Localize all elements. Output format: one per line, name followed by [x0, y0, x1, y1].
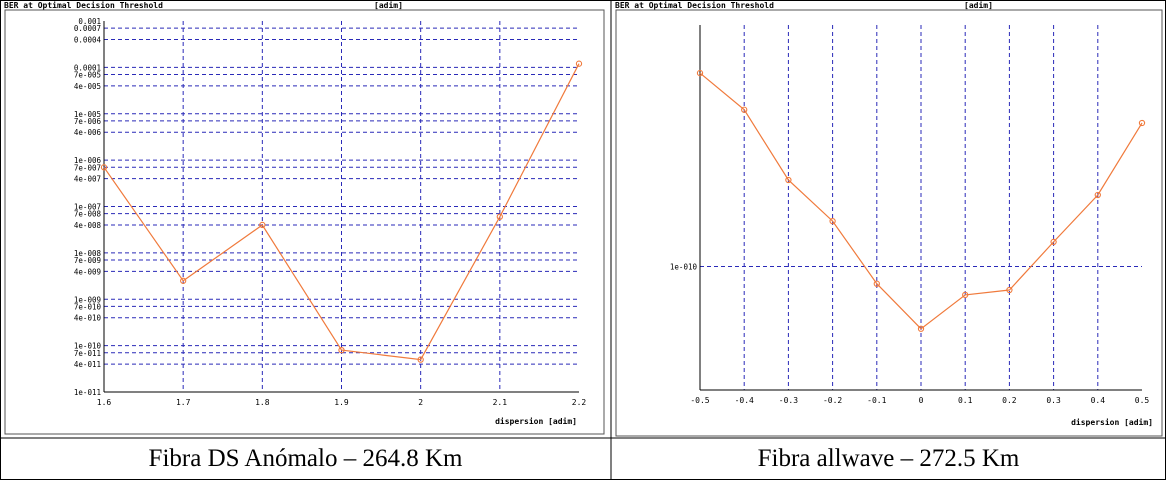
x-tick-label: 0.2	[1002, 396, 1017, 405]
series-line	[103, 63, 580, 361]
y-unit-label: [adim]	[374, 0, 403, 10]
x-tick-label: -0.3	[779, 396, 798, 405]
y-tick-label: 0.0004	[74, 35, 102, 44]
data-point	[1138, 119, 1146, 127]
y-tick-label: 1e-010	[74, 342, 102, 351]
x-axis-label: dispersion [adim]	[1071, 417, 1153, 427]
series-line	[699, 72, 1143, 330]
y-tick-label: 1e-009	[74, 295, 101, 304]
x-tick-label: 1.9	[334, 398, 349, 407]
y-tick-label: 1e-005	[74, 110, 101, 119]
plot-border	[4, 9, 605, 435]
data-point	[962, 291, 969, 299]
y-tick-label: 0.0007	[74, 24, 101, 33]
caption-allwave: Fibra allwave – 272.5 Km	[757, 445, 1020, 472]
y-tick-label: 4e-007	[74, 175, 101, 184]
y-tick-label: 7e-007	[74, 163, 101, 172]
data-point	[917, 325, 925, 332]
data-point	[696, 69, 704, 77]
x-tick-label: 0.3	[1046, 396, 1061, 405]
y-tick-label: 0.0001	[74, 63, 101, 72]
y-tick-label: 7e-011	[74, 349, 101, 358]
data-point	[1050, 238, 1057, 246]
y-unit-label: [adim]	[964, 0, 993, 10]
x-tick-label: 2	[418, 398, 423, 407]
chart-ds-anomalo: BER at Optimal Decision Threshold [adim] 1…	[4, 0, 605, 435]
x-tick-label: 1.6	[97, 398, 112, 407]
y-tick-label: 1e-007	[74, 203, 101, 212]
x-axis-label: dispersion [adim]	[495, 416, 577, 426]
caption-ds-anomalo: Fibra DS Anómalo – 264.8 Km	[148, 445, 463, 472]
plot-border	[615, 9, 1163, 437]
chart-title: BER at Optimal Decision Threshold	[615, 0, 774, 10]
x-tick-label: 2.1	[493, 398, 508, 407]
y-tick-label: 4e-010	[74, 314, 102, 323]
data-point	[259, 221, 266, 229]
x-tick-label: -0.2	[823, 396, 842, 405]
y-tick-label: 7e-009	[74, 256, 101, 265]
data-point	[1006, 286, 1013, 294]
data-point	[829, 217, 836, 225]
x-tick-label: -0.4	[735, 396, 754, 405]
data-point	[873, 280, 880, 287]
y-tick-label: 0.001	[78, 17, 101, 26]
data-point	[496, 213, 503, 220]
x-tick-label: 0.4	[1091, 396, 1106, 405]
y-tick-label: 4e-006	[74, 128, 102, 137]
y-tick-label: 4e-009	[74, 267, 101, 276]
x-tick-label: 1.7	[176, 398, 191, 407]
y-tick-label: 4e-008	[74, 221, 102, 230]
y-tick-label: 7e-010	[74, 302, 102, 311]
data-point	[575, 60, 583, 67]
x-tick-label: 2.2	[572, 398, 587, 407]
y-tick-label: 1e-008	[74, 249, 102, 258]
x-tick-label: 0.1	[958, 396, 973, 405]
data-point	[338, 346, 345, 354]
chart-title: BER at Optimal Decision Threshold	[4, 0, 163, 10]
x-tick-label: -0.1	[867, 396, 886, 405]
data-point	[785, 176, 792, 184]
x-tick-label: 1.8	[255, 398, 270, 407]
y-tick-label: 1e-010	[670, 262, 698, 271]
data-point	[180, 277, 187, 284]
data-point	[741, 106, 748, 113]
data-point	[100, 164, 108, 171]
y-tick-label: 1e-006	[74, 156, 102, 165]
y-tick-label: 7e-008	[74, 210, 102, 219]
y-tick-label: 4e-011	[74, 360, 101, 369]
x-tick-label: 0	[919, 396, 924, 405]
y-tick-label: 7e-006	[74, 117, 102, 126]
y-tick-label: 4e-005	[74, 82, 101, 91]
x-tick-label: 0.5	[1135, 396, 1150, 405]
data-point	[1094, 191, 1101, 199]
data-point	[417, 356, 424, 363]
chart-allwave: BER at Optimal Decision Threshold [adim] -…	[615, 0, 1163, 437]
y-tick-label: 1e-011	[74, 388, 101, 397]
y-tick-label: 7e-005	[74, 71, 101, 80]
x-tick-label: -0.5	[690, 396, 709, 405]
